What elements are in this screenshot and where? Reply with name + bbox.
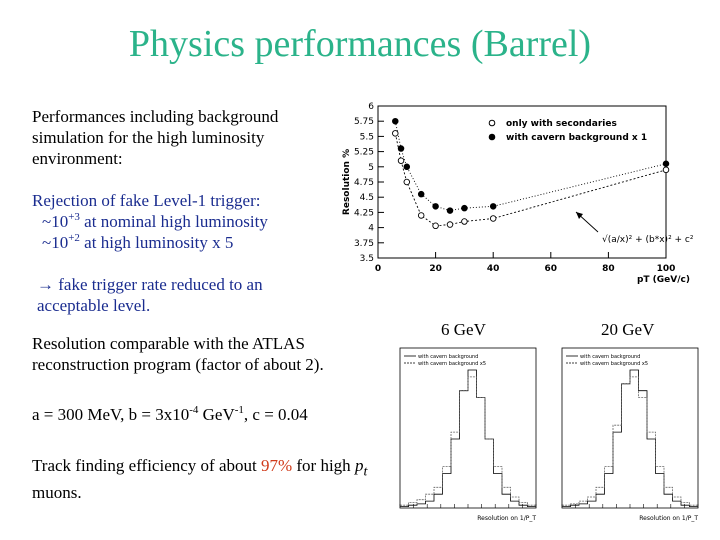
histogram-series: [561, 376, 699, 508]
data-point: [392, 117, 399, 125]
rejection-block: Rejection of fake Level-1 trigger: ~10+3…: [32, 190, 342, 253]
rejection-line-2-pre: ~10: [42, 233, 69, 252]
tracking-pt: pt: [354, 456, 367, 479]
energy-label-20gev: 20 GeV: [601, 320, 655, 339]
y-tick-label: 3.5: [360, 254, 374, 264]
histogram-background: [548, 340, 710, 530]
energy-label-6gev: 6 GeV: [441, 320, 486, 339]
y-tick-label: 4: [368, 224, 374, 234]
tracking-pre: Track finding efficiency of about: [32, 456, 261, 475]
legend-marker: [488, 133, 496, 141]
fit-curve: [394, 133, 667, 227]
annotation-arrow-head: [576, 212, 583, 219]
data-point: [432, 203, 439, 210]
histogram-background: [386, 340, 548, 530]
data-point: [461, 218, 468, 225]
data-point: [392, 130, 399, 137]
tracking-pt-p: p: [354, 456, 364, 475]
y-tick-label: 4.5: [360, 193, 374, 203]
rejection-line-1: ~10+3 at nominal high luminosity: [32, 211, 342, 232]
arrow-icon: →: [37, 275, 54, 294]
x-tick-label: 0: [375, 264, 381, 274]
y-tick-label: 5.25: [354, 148, 374, 158]
param-b-unit: GeV: [198, 405, 235, 424]
background-text: Performances including background simula…: [32, 107, 279, 168]
param-b-unit-exp: -1: [234, 404, 244, 416]
params-line: a = 300 MeV, b = 3x10-4 GeV-1, c = 0.04: [32, 404, 382, 425]
x-axis-label: Resolution on 1/P_T: [639, 515, 698, 522]
rejection-line-1-post: at nominal high luminosity: [79, 212, 268, 231]
data-point: [417, 212, 425, 219]
x-tick-label: 80: [602, 264, 615, 274]
x-tick-label: 20: [429, 264, 442, 274]
slide-title: Physics performances (Barrel): [128, 23, 592, 65]
tracking-pt-t: t: [363, 463, 368, 480]
x-tick-label: 40: [487, 264, 500, 274]
legend-label: only with secondaries: [506, 119, 617, 129]
y-tick-label: 4.75: [354, 178, 374, 188]
histogram-series: [399, 376, 537, 508]
y-tick-label: 5: [368, 163, 374, 173]
data-point: [662, 160, 670, 168]
fake-rate-text-1: fake trigger rate reduced to an: [54, 275, 263, 294]
data-point: [417, 190, 425, 198]
tracking-post: muons.: [32, 483, 82, 503]
y-tick-label: 5.5: [360, 132, 374, 142]
rejection-line-1-pre: ~10: [42, 212, 69, 231]
x-tick-label: 60: [545, 264, 558, 274]
param-b-exp: -4: [189, 404, 199, 416]
fake-rate-block: → fake trigger rate reduced to an accept…: [37, 274, 337, 316]
data-point: [397, 157, 405, 164]
rejection-line-2-exp: +2: [68, 232, 80, 244]
data-point: [432, 222, 439, 230]
data-point: [403, 163, 411, 171]
data-point: [461, 204, 468, 212]
data-point: [446, 207, 454, 214]
rejection-line-2: ~10+2 at high luminosity x 5: [32, 232, 342, 253]
fake-rate-line-2: acceptable level.: [37, 296, 151, 315]
legend-label: with cavern background x 1: [506, 133, 647, 143]
data-point: [397, 145, 405, 152]
resolution-text: Resolution comparable with the ATLAS rec…: [32, 334, 324, 374]
tracking-efficiency: 97%: [260, 456, 293, 475]
y-tick-label: 3.75: [354, 239, 374, 249]
data-point: [489, 215, 497, 222]
tracking-text: Track finding efficiency of about 97% fo…: [32, 455, 377, 503]
legend-label: with cavern background: [580, 354, 640, 360]
fake-rate-line-1: → fake trigger rate reduced to an: [37, 274, 337, 295]
y-tick-label: 6: [368, 102, 374, 112]
tracking-mid: for high: [292, 456, 355, 475]
legend-label: with cavern background: [418, 354, 478, 360]
data-point: [403, 178, 411, 186]
y-tick-label: 4.25: [354, 208, 374, 218]
x-tick-label: 100: [657, 264, 676, 274]
legend-label: with cavern background x5: [580, 361, 648, 367]
x-axis-label: Resolution on 1/P_T: [477, 515, 536, 522]
data-point: [662, 166, 670, 174]
x-axis-label: pT (GeV/c): [637, 275, 690, 285]
data-point: [446, 221, 454, 228]
chart-background: [342, 92, 698, 296]
rejection-heading: Rejection of fake Level-1 trigger:: [32, 191, 261, 210]
y-axis-label: Resolution %: [342, 149, 352, 215]
param-a: a = 300 MeV, b = 3x10: [32, 405, 190, 424]
formula-annotation: √(a/x)² + (b*x)² + c²: [602, 234, 694, 245]
y-tick-label: 5.75: [354, 117, 374, 127]
legend-marker: [488, 119, 496, 127]
legend-label: with cavern background x5: [418, 361, 486, 367]
rejection-line-1-exp: +3: [68, 211, 80, 223]
param-c: , c = 0.04: [243, 405, 308, 424]
rejection-line-2-post: at high luminosity x 5: [79, 233, 234, 252]
data-point: [489, 203, 497, 210]
